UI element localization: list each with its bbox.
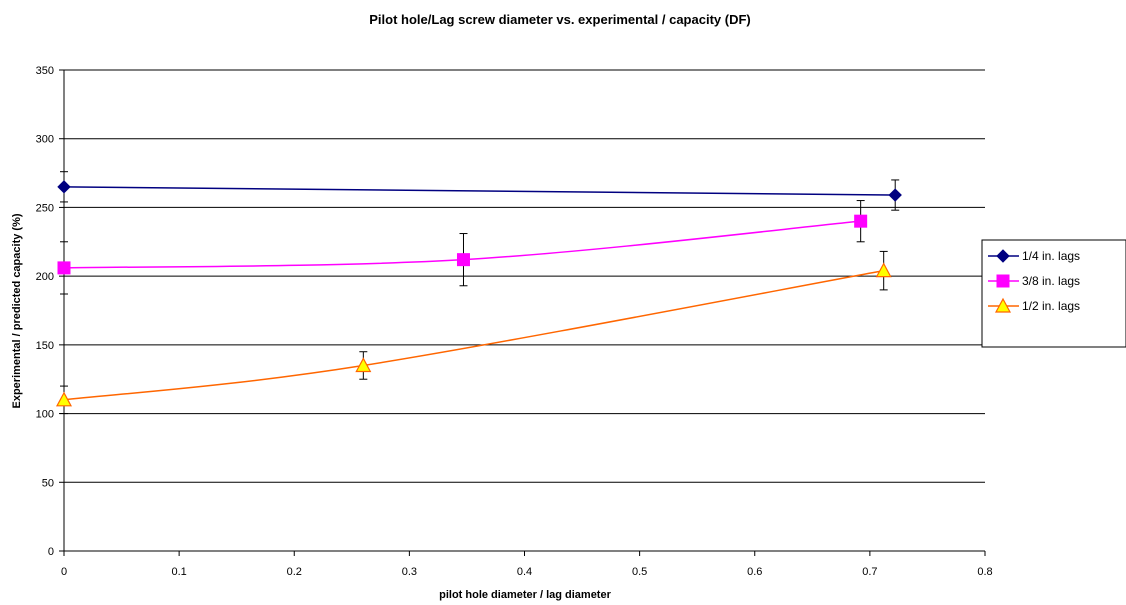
y-tick-label: 50 <box>42 477 54 489</box>
data-point <box>888 188 902 202</box>
series-layer <box>55 171 902 415</box>
legend-label: 3/8 in. lags <box>1022 274 1080 288</box>
legend-marker <box>996 249 1010 263</box>
y-tick-label: 200 <box>36 271 54 283</box>
y-tick-label: 300 <box>36 134 54 146</box>
series-0 <box>57 171 902 211</box>
y-tick-label: 250 <box>36 202 54 214</box>
legend-marker <box>994 297 1012 313</box>
data-point <box>57 261 71 275</box>
x-tick-label: 0.8 <box>977 566 992 578</box>
series-line <box>63 186 896 196</box>
series-line <box>63 269 884 401</box>
x-tick-label: 0.3 <box>402 566 417 578</box>
chart-title: Pilot hole/Lag screw diameter vs. experi… <box>369 12 750 27</box>
data-point <box>55 391 73 407</box>
data-point <box>355 357 372 373</box>
y-tick-label: 100 <box>36 409 54 421</box>
grid <box>64 69 985 483</box>
x-tick-labels: 0 0.1 0.2 0.3 0.4 0.5 0.6 0.7 0.8 <box>61 566 993 578</box>
y-axis-label: Experimental / predicted capacity (%) <box>11 213 23 408</box>
data-point <box>875 262 892 278</box>
data-point <box>854 214 868 228</box>
y-tick-label: 150 <box>36 340 54 352</box>
y-tick-label: 0 <box>48 546 54 558</box>
axes <box>59 69 986 556</box>
x-tick-label: 0.5 <box>632 566 647 578</box>
x-axis-label: pilot hole diameter / lag diameter <box>439 589 611 601</box>
x-tick-label: 0.4 <box>517 566 532 578</box>
x-tick-label: 0 <box>61 566 67 578</box>
y-tick-label: 350 <box>36 65 54 77</box>
x-tick-label: 0.1 <box>171 566 186 578</box>
legend: 1/4 in. lags 3/8 in. lags 1/2 in. lags <box>981 239 1126 348</box>
legend-marker <box>996 274 1010 288</box>
data-point <box>456 253 470 267</box>
x-tick-label: 0.6 <box>747 566 762 578</box>
x-tick-label: 0.2 <box>287 566 302 578</box>
data-point <box>57 180 71 194</box>
x-tick-label: 0.7 <box>862 566 877 578</box>
series-2 <box>55 250 892 415</box>
legend-label: 1/2 in. lags <box>1022 299 1080 313</box>
legend-label: 1/4 in. lags <box>1022 249 1080 263</box>
series-1 <box>57 200 868 295</box>
y-tick-labels: 0 50 100 150 200 250 300 350 <box>36 65 54 558</box>
